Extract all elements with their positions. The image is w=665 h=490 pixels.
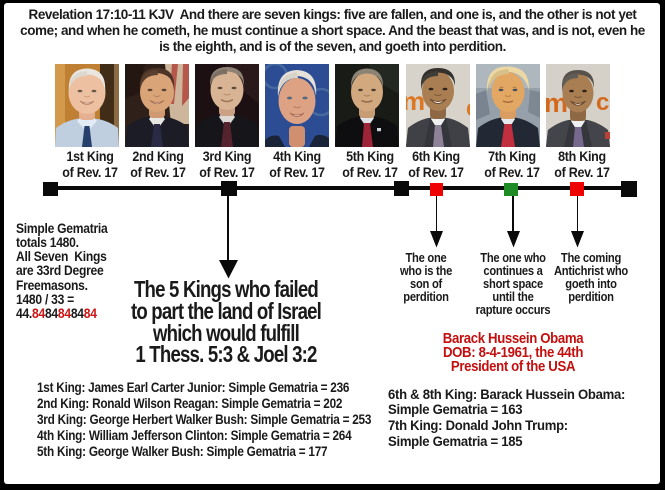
svg-text:m: m	[406, 86, 425, 116]
svg-text:m: m	[546, 88, 568, 118]
svg-text:e: e	[466, 95, 470, 122]
svg-text:c: c	[596, 89, 609, 116]
